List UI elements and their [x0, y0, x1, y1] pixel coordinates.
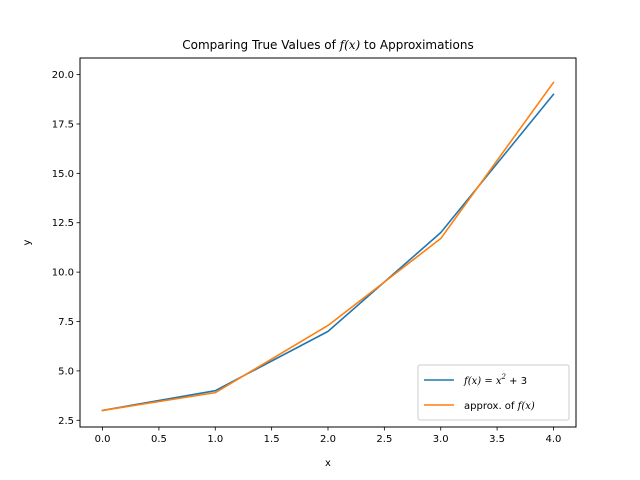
y-tick-label: 15.0: [52, 169, 74, 180]
chart-title-prefix: Comparing True Values of: [182, 38, 339, 52]
chart-title-math: f(x): [339, 38, 361, 52]
legend: f(x) = x2 + 3 approx. of f(x): [417, 364, 570, 421]
x-tick-label: 3.5: [489, 434, 505, 445]
x-tick-label: 2.5: [376, 434, 392, 445]
legend-entry-approx: approx. of f(x): [464, 401, 535, 412]
chart-title: Comparing True Values of f(x) to Approxi…: [182, 38, 473, 52]
x-tick-label: 3.0: [433, 434, 449, 445]
x-tick-label: 2.0: [320, 434, 336, 445]
x-tick-label: 4.0: [546, 434, 562, 445]
y-tick-label: 12.5: [52, 218, 74, 229]
x-axis-label: x: [325, 458, 331, 469]
legend-approx-math: f(x): [517, 401, 535, 412]
y-axis-ticks: 2.5 5.0 7.5 10.0 12.5 15.0 17.5 20.0: [52, 70, 80, 427]
y-tick-label: 20.0: [52, 70, 74, 81]
x-tick-label: 0.0: [95, 434, 111, 445]
y-tick-label: 10.0: [52, 268, 74, 279]
y-axis-label: y: [22, 239, 33, 245]
series-line-approximation: [101, 81, 555, 412]
x-tick-label: 1.0: [207, 434, 223, 445]
chart-title-suffix: to Approximations: [360, 38, 473, 52]
y-tick-label: 2.5: [58, 416, 74, 427]
y-tick-label: 17.5: [52, 119, 74, 130]
legend-entry-true: f(x) = x2 + 3: [463, 373, 527, 387]
legend-box: [417, 364, 570, 421]
x-tick-label: 0.5: [151, 434, 167, 445]
legend-true-math: f(x) = x: [463, 376, 502, 387]
legend-approx-prefix: approx. of: [464, 401, 518, 412]
y-tick-label: 7.5: [58, 317, 74, 328]
x-axis-ticks: 0.0 0.5 1.0 1.5 2.0 2.5 3.0 3.5 4.0: [95, 427, 562, 445]
series-lines: [101, 81, 555, 412]
legend-true-sup: 2: [501, 373, 507, 381]
axes-frame: [79, 57, 577, 428]
x-tick-label: 1.5: [264, 434, 280, 445]
legend-true-tail: + 3: [506, 376, 527, 387]
y-tick-label: 5.0: [58, 366, 74, 377]
